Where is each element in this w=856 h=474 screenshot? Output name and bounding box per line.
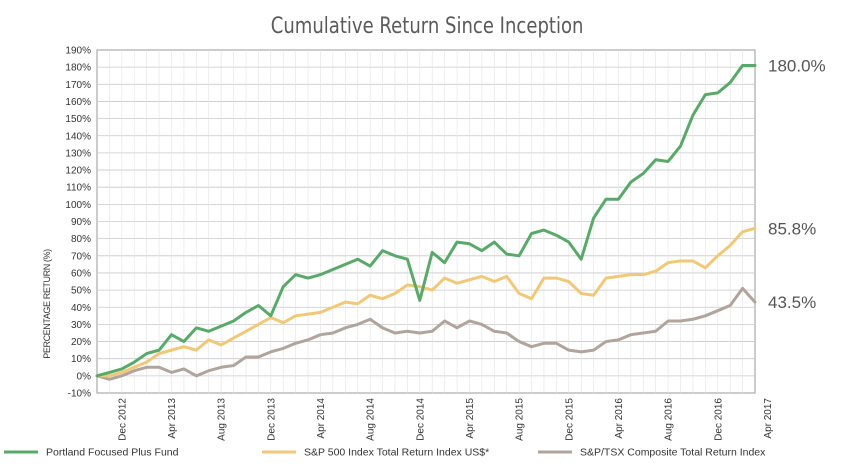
legend: Portland Focused Plus Fund S&P 500 Index … (4, 447, 766, 459)
y-tick-label: 50% (71, 286, 91, 297)
y-tick-label: 100% (65, 200, 91, 211)
y-tick-label: 180% (65, 63, 91, 74)
grid-lines (97, 50, 755, 393)
y-axis-ticks: -10% 0% 10% 20% 30% 40% 50% 60% 70% 80% 90% 100% 110… (65, 46, 91, 400)
x-tick-label: Aug 2014 (366, 398, 377, 441)
y-tick-label: 170% (65, 80, 91, 91)
x-tick-label: Apr 2013 (167, 398, 178, 439)
y-tick-label: 60% (71, 268, 91, 279)
series-lines (95, 63, 757, 381)
series-line (95, 226, 757, 378)
series-end-label: 180.0% (768, 56, 826, 75)
x-tick-label: Apr 2017 (763, 398, 774, 439)
y-tick-label: 80% (71, 234, 91, 245)
x-tick-label: Apr 2014 (316, 398, 327, 439)
y-tick-label: 140% (65, 131, 91, 142)
y-tick-label: 130% (65, 148, 91, 159)
x-tick-label: Dec 2015 (564, 398, 575, 441)
y-axis-label: PERCENTAGE RETURN (%) (42, 249, 52, 359)
y-tick-label: 110% (66, 183, 91, 194)
series-line (95, 63, 757, 378)
y-tick-label: 90% (71, 217, 91, 228)
y-tick-label: -10% (68, 389, 91, 400)
x-tick-label: Apr 2015 (465, 398, 476, 439)
y-tick-label: 0% (77, 371, 92, 382)
x-axis-ticks: Dec 2012 Apr 2013 Aug 2013 Dec 2013 Apr 2014… (117, 398, 774, 441)
x-tick-label: Aug 2013 (217, 398, 228, 441)
x-tick-label: Dec 2012 (117, 398, 128, 441)
x-tick-label: Dec 2014 (415, 398, 426, 441)
y-tick-label: 40% (71, 303, 91, 314)
legend-label: S&P 500 Index Total Return Index US$* (304, 447, 489, 459)
y-tick-label: 160% (65, 97, 91, 108)
y-tick-label: 70% (71, 251, 91, 262)
end-labels: 180.0% 85.8% 43.5% (768, 56, 826, 312)
x-tick-label: Apr 2016 (614, 398, 625, 439)
y-tick-label: 10% (71, 354, 91, 365)
y-tick-label: 30% (71, 320, 91, 331)
x-tick-label: Dec 2016 (713, 398, 724, 441)
x-tick-label: Aug 2016 (664, 398, 675, 441)
x-tick-label: Aug 2015 (515, 398, 526, 441)
y-tick-label: 150% (65, 114, 91, 125)
series-line (95, 286, 757, 381)
series-end-label: 43.5% (768, 293, 816, 312)
x-tick-label: Dec 2013 (266, 398, 277, 441)
legend-label: Portland Focused Plus Fund (46, 447, 179, 459)
series-end-label: 85.8% (768, 219, 816, 238)
legend-label: S&P/TSX Composite Total Return Index (580, 447, 766, 459)
y-tick-label: 190% (65, 46, 91, 57)
chart-title: Cumulative Return Since Inception (270, 14, 584, 39)
y-tick-label: 120% (65, 166, 91, 177)
y-tick-label: 20% (71, 337, 91, 348)
